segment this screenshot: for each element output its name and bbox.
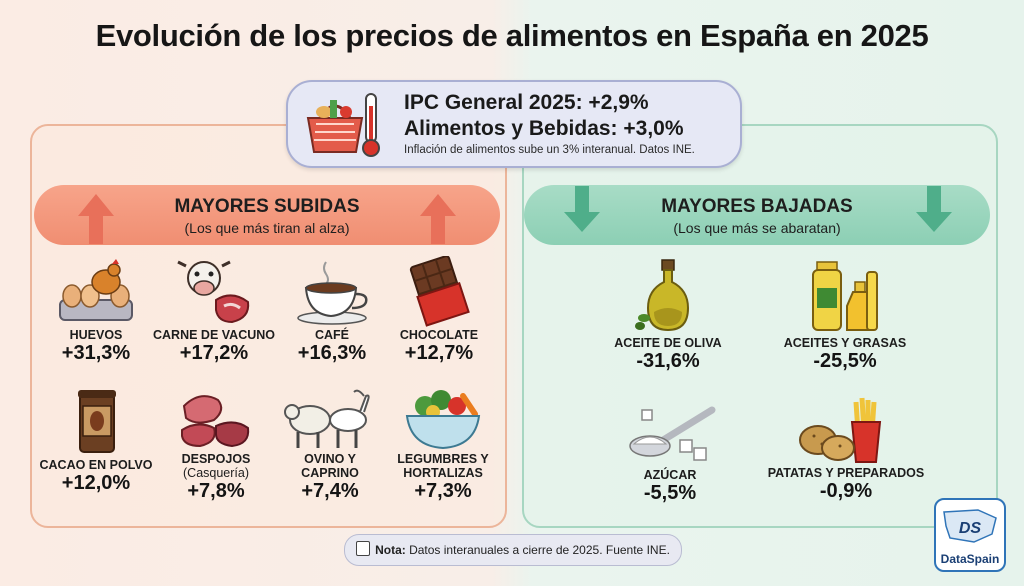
item-value: +31,3% [61, 342, 131, 364]
item-azucar: AZÚCAR -5,5% [610, 402, 730, 504]
note-label: Nota: [375, 543, 406, 557]
basket-thermometer-icon [306, 93, 380, 157]
cocoa-icon [78, 390, 116, 453]
chocolate-icon [409, 256, 470, 327]
item-label-secondary: (Casquería) [183, 466, 249, 480]
item-label: CHOCOLATE [399, 328, 479, 342]
item-label: ACEITES Y GRASAS [783, 336, 907, 350]
bajadas-banner: MAYORES BAJADAS (Los que más se abaratan… [524, 185, 990, 245]
arrow-up-icon [420, 194, 456, 244]
arrow-down-icon [564, 186, 600, 232]
bajadas-subtitle: (Los que más se abaratan) [673, 220, 841, 236]
ipc-subtitle: Inflación de alimentos sube un 3% intera… [404, 144, 695, 156]
beef-icon [177, 260, 250, 324]
arrow-down-icon [916, 186, 952, 232]
item-label: CARNE DE VACUNO [153, 328, 275, 342]
item-label: CAFÉ [314, 328, 350, 342]
note-text: Datos interanuales a cierre de 2025. Fue… [405, 543, 670, 557]
item-label: CACAO EN POLVO [39, 458, 153, 472]
dataspain-logo: DS DataSpain [934, 498, 1006, 572]
arrow-up-icon [78, 194, 114, 244]
item-label: ACEITE DE OLIVA [614, 336, 722, 350]
item-value: +7,4% [301, 480, 359, 502]
item-value: -0,9% [819, 480, 873, 502]
item-label: LEGUMBRES Y [397, 452, 489, 466]
item-value: -25,5% [813, 350, 877, 372]
coffee-icon [297, 261, 368, 325]
vegetables-icon [405, 390, 481, 450]
item-value: -31,6% [636, 350, 700, 372]
bajadas-title: MAYORES BAJADAS [661, 196, 853, 217]
item-despojos: DESPOJOS (Casquería) +7,8% [168, 386, 264, 502]
item-carne-vacuno: CARNE DE VACUNO +17,2% [150, 256, 278, 364]
item-label: DESPOJOS [181, 452, 251, 466]
ipc-summary-box: IPC General 2025: +2,9% Alimentos y Bebi… [286, 80, 742, 168]
item-label-secondary: HORTALIZAS [403, 466, 483, 480]
item-aceite-oliva: ACEITE DE OLIVA -31,6% [598, 256, 738, 372]
item-label: HUEVOS [69, 328, 123, 342]
potatoes-icon [799, 397, 882, 463]
source-note: Nota: Datos interanuales a cierre de 202… [344, 534, 682, 566]
notepad-icon [356, 541, 371, 556]
ipc-general-text: IPC General 2025: +2,9% [404, 91, 649, 114]
item-value: +7,8% [187, 480, 245, 502]
oils-icon [812, 261, 878, 331]
item-value: +7,3% [414, 480, 472, 502]
eggs-icon [59, 259, 133, 321]
item-cafe: CAFÉ +16,3% [284, 256, 380, 364]
item-ovino-caprino: OVINO Y CAPRINO +7,4% [280, 386, 380, 502]
subidas-subtitle: (Los que más tiran al alza) [184, 220, 350, 236]
item-label: PATATAS Y PREPARADOS [767, 466, 925, 480]
item-value: +16,3% [297, 342, 367, 364]
sheep-goat-icon [284, 389, 370, 448]
item-cacao-polvo: CACAO EN POLVO +12,0% [38, 386, 154, 494]
olive-oil-icon [635, 259, 690, 332]
sugar-icon [629, 406, 716, 461]
logo-text: DataSpain [940, 552, 1000, 566]
subidas-title: MAYORES SUBIDAS [174, 196, 360, 217]
logo-mark: DS [959, 520, 982, 537]
item-patatas-preparados: PATATAS Y PREPARADOS -0,9% [766, 392, 926, 502]
dataspain-logo-icon: DS [943, 509, 997, 543]
item-aceites-grasas: ACEITES Y GRASAS -25,5% [770, 256, 920, 372]
item-value: +12,0% [61, 472, 131, 494]
item-label: AZÚCAR [643, 468, 697, 482]
offal-icon [181, 395, 250, 448]
item-label: OVINO Y [304, 452, 356, 466]
item-huevos: HUEVOS +31,3% [44, 256, 148, 364]
item-value: +12,7% [404, 342, 474, 364]
alimentos-bebidas-text: Alimentos y Bebidas: +3,0% [404, 117, 684, 140]
item-value: -5,5% [643, 482, 697, 504]
item-value: +17,2% [179, 342, 249, 364]
page-title: Evolución de los precios de alimentos en… [95, 18, 929, 53]
item-legumbres-hortalizas: LEGUMBRES Y HORTALIZAS +7,3% [390, 386, 496, 502]
item-chocolate: CHOCOLATE +12,7% [386, 256, 492, 364]
item-label-secondary: CAPRINO [301, 466, 359, 480]
